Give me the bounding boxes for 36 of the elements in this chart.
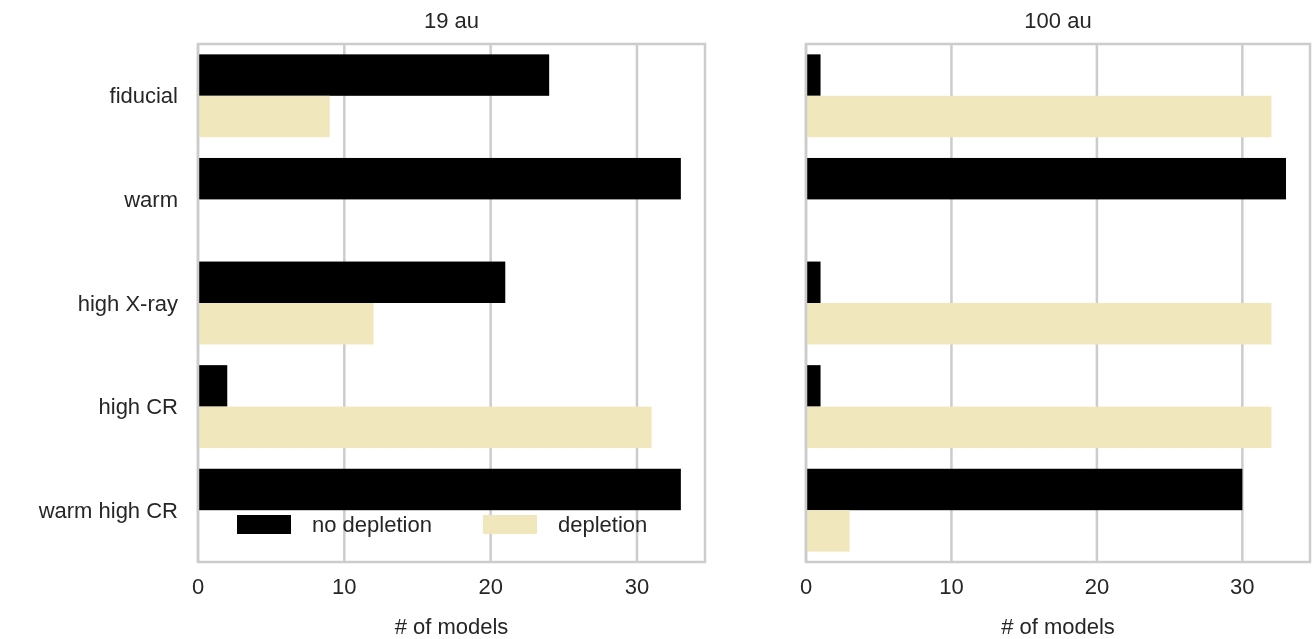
bar <box>806 406 1272 449</box>
y-tick-label: warm <box>123 186 178 212</box>
bar <box>198 157 681 200</box>
bar <box>806 365 821 407</box>
bar <box>198 54 550 96</box>
bar <box>806 54 821 96</box>
y-tick-label: fiducial <box>109 83 178 109</box>
bar <box>806 261 821 303</box>
x-tick-label: 10 <box>939 574 964 599</box>
x-tick-label: 20 <box>1084 574 1110 599</box>
x-tick-label: 20 <box>478 574 503 599</box>
x-tick-label: 0 <box>799 574 813 599</box>
bar <box>198 303 374 345</box>
bar <box>198 95 330 138</box>
chart-title: 19 au <box>423 8 480 33</box>
x-axis-title: # of models <box>1001 614 1115 639</box>
y-tick-label: high X-ray <box>77 290 178 316</box>
bar <box>806 303 1272 345</box>
x-tick-label: 10 <box>332 574 357 599</box>
legend-label: depletion <box>558 511 648 537</box>
bar <box>806 468 1243 511</box>
x-tick-label: 30 <box>624 574 650 599</box>
bar <box>806 157 1286 200</box>
bar <box>806 510 850 552</box>
x-tick-label: 0 <box>191 574 205 599</box>
bar <box>198 365 228 407</box>
bar <box>198 406 652 449</box>
legend-label: no depletion <box>312 511 432 537</box>
bar <box>806 95 1272 138</box>
bar <box>198 261 506 303</box>
x-axis-title: # of models <box>394 614 509 639</box>
x-tick-label: 30 <box>1230 574 1255 599</box>
chart-title: 100 au <box>1024 8 1092 33</box>
y-tick-label: warm high CR <box>37 497 178 523</box>
y-tick-label: high CR <box>98 394 178 420</box>
bar <box>198 468 681 511</box>
